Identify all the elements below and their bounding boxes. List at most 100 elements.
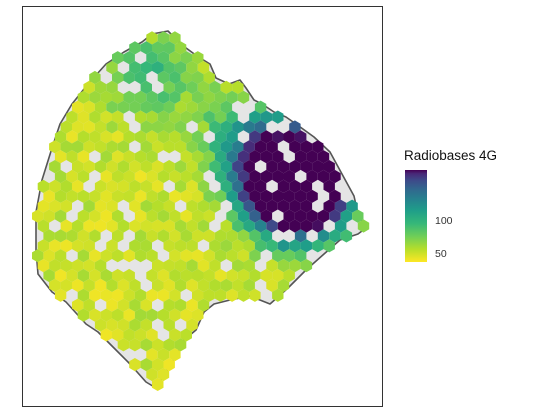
hex-cell: [112, 90, 124, 104]
hex-cell: [192, 150, 204, 164]
hex-cell: [163, 358, 175, 372]
hex-cell: [226, 150, 238, 164]
hex-cell: [134, 110, 147, 124]
hex-cell: [237, 90, 250, 104]
hex-cell: [163, 298, 175, 312]
hex-cell: [232, 259, 244, 273]
hex-cell: [346, 199, 358, 213]
hex-cell: [54, 249, 67, 263]
hex-cell: [186, 179, 198, 193]
hex-cell: [152, 120, 164, 134]
hex-cell: [174, 100, 187, 114]
hex-cell: [197, 61, 210, 75]
hex-cell: [226, 169, 238, 184]
hex-cell: [157, 308, 170, 322]
hex-cell: [112, 110, 124, 124]
hex-cell: [72, 239, 84, 253]
hex-cell: [180, 51, 192, 65]
hex-cell: [329, 169, 341, 184]
hex-cell: [174, 219, 187, 233]
hex-cell: [72, 120, 84, 134]
hex-cell: [197, 120, 210, 134]
hex-cell: [169, 189, 181, 203]
hex-cell: [277, 179, 290, 193]
hex-cell: [214, 169, 227, 184]
hex-cell: [146, 288, 158, 302]
hex-cell: [146, 31, 158, 45]
hex-cell: [152, 160, 164, 174]
hex-cell: [174, 61, 187, 75]
hex-cell: [146, 130, 158, 144]
hex-cell: [169, 328, 181, 342]
hex-cell: [77, 90, 90, 104]
hex-cell: [134, 229, 147, 243]
hex-cell: [294, 229, 307, 243]
hex-cell: [209, 100, 221, 114]
hex-cell: [140, 239, 152, 253]
hex-cell: [100, 288, 112, 302]
hex-cell: [249, 110, 261, 124]
hex-cell: [174, 41, 187, 55]
hex-cell: [134, 249, 147, 263]
hex-cell: [283, 249, 295, 263]
hex-cell: [323, 239, 335, 253]
hex-cell: [129, 358, 141, 372]
hex-cell: [60, 140, 72, 154]
hex-cell: [89, 308, 101, 322]
hex-cell: [106, 219, 118, 233]
hex-cell: [140, 160, 152, 174]
hex-cell: [100, 150, 112, 164]
hex-cell: [94, 100, 107, 114]
hex-cell: [140, 358, 152, 372]
hex-cell: [294, 189, 307, 203]
hex-cell: [117, 298, 130, 312]
hex-cell: [197, 298, 210, 312]
hex-cell: [83, 160, 95, 174]
hex-cell: [209, 199, 221, 213]
hex-cell: [163, 199, 175, 213]
hex-cell: [112, 169, 124, 184]
legend-tick-label-100: 100: [435, 215, 453, 227]
hex-cell: [249, 249, 261, 263]
hex-cell: [129, 160, 141, 174]
hex-cell: [94, 140, 107, 154]
hex-cell: [203, 150, 215, 164]
hex-cell: [186, 239, 198, 253]
hex-cell: [54, 189, 67, 203]
hex-cell: [169, 348, 181, 362]
hex-cell: [232, 219, 244, 233]
hex-cell: [260, 169, 273, 184]
hex-cell: [306, 150, 318, 164]
hex-cell: [254, 219, 267, 233]
hex-cell: [226, 189, 238, 203]
hex-cell: [163, 278, 175, 292]
hex-cell: [134, 169, 147, 184]
hex-cell: [100, 308, 112, 322]
hex-cell: [54, 169, 67, 184]
hex-cell: [123, 249, 135, 263]
hex-cell: [77, 169, 90, 184]
hex-cell: [146, 169, 158, 184]
hex-cell: [157, 288, 170, 302]
hex-cell: [157, 130, 170, 144]
hex-cell: [180, 130, 192, 144]
hex-cell: [277, 259, 290, 273]
hex-cell: [266, 219, 278, 233]
hex-cell: [129, 278, 141, 292]
hex-cell: [237, 268, 250, 283]
hex-cell: [169, 31, 181, 45]
hex-cell: [60, 219, 72, 233]
hex-cell: [283, 209, 295, 223]
hex-cell: [117, 160, 130, 174]
hex-cell: [72, 160, 84, 174]
hex-cell: [180, 209, 192, 223]
hex-cell: [272, 189, 284, 203]
hex-cell: [169, 169, 181, 184]
hex-cell: [186, 140, 198, 154]
hex-cell: [94, 219, 107, 233]
hex-cell: [117, 338, 130, 352]
hex-cell: [277, 199, 290, 213]
hex-cell: [157, 110, 170, 124]
hex-cell: [112, 229, 124, 243]
hex-cell: [123, 90, 135, 104]
